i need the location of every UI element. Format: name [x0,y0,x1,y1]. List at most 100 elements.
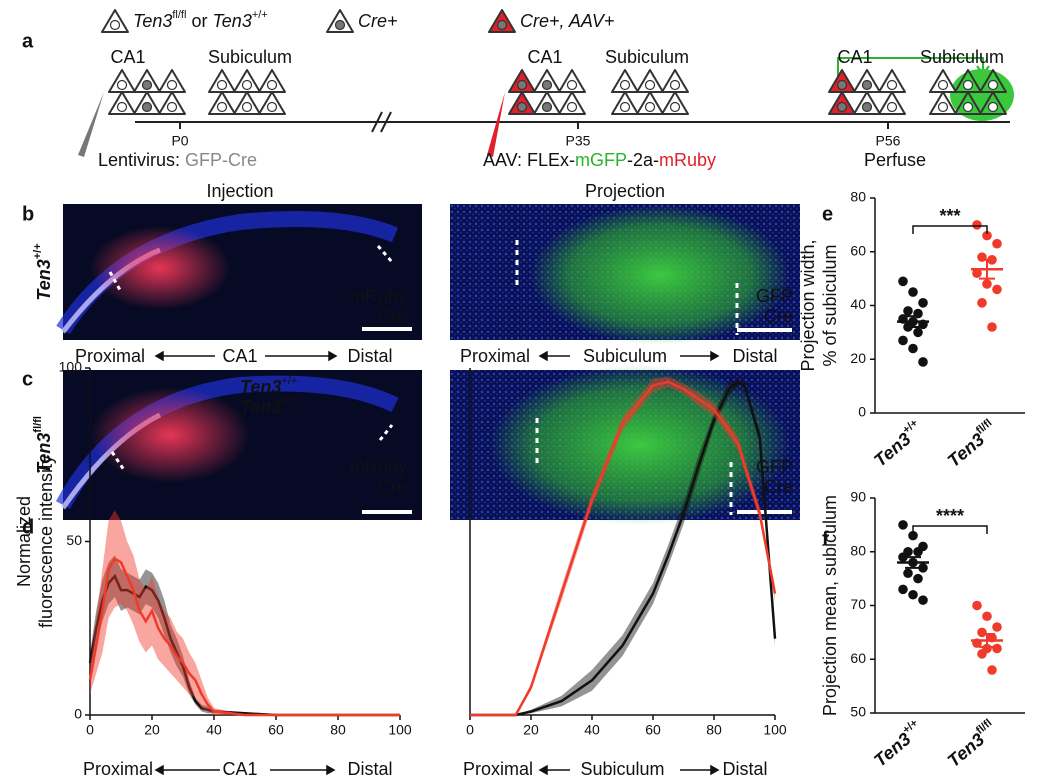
error-band [90,555,400,715]
y-tick-label: 80 [850,542,866,558]
nucleus [566,79,578,91]
significance: *** [939,206,960,226]
data-point [982,230,992,241]
nucleus [962,79,974,91]
timepoint: P56 [876,133,901,149]
axis-arrows [154,350,720,776]
nucleus [886,79,898,91]
category-label: Ten3fl/fl [942,417,1000,471]
nucleus [166,101,178,113]
nucleus [619,79,631,91]
virus-label: Lentivirus: GFP-Cre [98,150,257,170]
nucleus [669,79,681,91]
data-point [913,327,923,338]
data-point [992,284,1002,295]
nucleus [619,101,631,113]
nucleus [516,101,528,113]
x-tick-label: 100 [388,722,412,738]
y-tick-label: 60 [850,650,866,666]
text-part: mRuby [659,150,716,170]
nucleus [861,101,873,113]
legend-text: Ten3fl/fl or Ten3+/+ [133,9,268,31]
x-tick-label: 60 [268,722,284,738]
y-tick-label: 0 [858,404,866,420]
x-tick-label: 20 [144,722,160,738]
line [470,380,777,717]
y-axis-label: fluorescence intensity [36,455,56,628]
x-tick-label: 80 [706,722,722,738]
data-point [903,306,913,316]
y-tick-label: 50 [850,704,866,720]
nucleus [116,101,128,113]
data-point [908,343,918,354]
nucleus [109,19,121,31]
image-b-right [450,204,800,345]
text-part: GFP-Cre [185,150,257,170]
data-point [908,530,918,541]
y-tick-label: 60 [850,242,866,258]
nucleus [861,79,873,91]
region-label: CA1 [110,47,145,67]
y-axis-label: Projection width, [798,239,818,371]
nucleus [644,101,656,113]
y-tick-label: 50 [66,532,82,548]
nucleus [241,79,253,91]
significance: **** [936,506,964,526]
nucleus [141,101,153,113]
text-part: fl/fl [281,395,295,407]
nucleus [987,79,999,91]
image-title: Injection [206,181,273,201]
nucleus [216,101,228,113]
x-tick-label: 60 [645,722,661,738]
axis-word: Proximal [75,346,145,366]
panel-label: d [22,516,34,538]
axis-word: Distal [347,346,392,366]
y-tick-label: 80 [850,189,866,205]
line [470,380,777,717]
text-part: mGFP [575,150,627,170]
text-part: Ten3 [133,11,172,31]
nucleus [566,101,578,113]
channel-label: Cre [764,306,793,326]
y-tick-label: 20 [850,350,866,366]
x-tick-label: 100 [763,722,787,738]
timeline [78,57,1010,157]
region-label: CA1 [527,47,562,67]
nucleus [886,101,898,113]
nucleus [216,79,228,91]
nucleus [266,101,278,113]
nucleus [334,19,346,31]
panel-label: e [822,203,833,225]
text-part: Ten3 [240,377,281,397]
nucleus [541,79,553,91]
significance-bracket [912,525,988,534]
data-point [977,627,987,638]
data-point [992,238,1002,249]
text-part: +/+ [281,375,297,387]
y-axis-label: Normalized [14,496,34,587]
panel-label: f [822,528,829,550]
timepoint: P35 [566,133,591,149]
y-tick-label: 70 [850,596,866,612]
nucleus [987,101,999,113]
nucleus [241,101,253,113]
channel-label: GFP [756,286,793,306]
nucleus [836,101,848,113]
nucleus [669,101,681,113]
data-point [972,600,982,611]
nucleus [166,79,178,91]
text-part: Ten3 [212,11,251,31]
x-tick-label: 40 [584,722,600,738]
category-label: Ten3+/+ [869,417,927,471]
x-tick-label: 40 [206,722,222,738]
channel-label: Cre [378,477,407,497]
nucleus [962,101,974,113]
image-c-left [55,370,422,520]
data-point [977,298,987,308]
text-part: AAV: FLEx- [483,150,575,170]
data-point [918,595,928,605]
cell-schematic [101,9,1014,121]
nucleus [836,79,848,91]
genotype: Ten3+/+ [32,243,54,300]
